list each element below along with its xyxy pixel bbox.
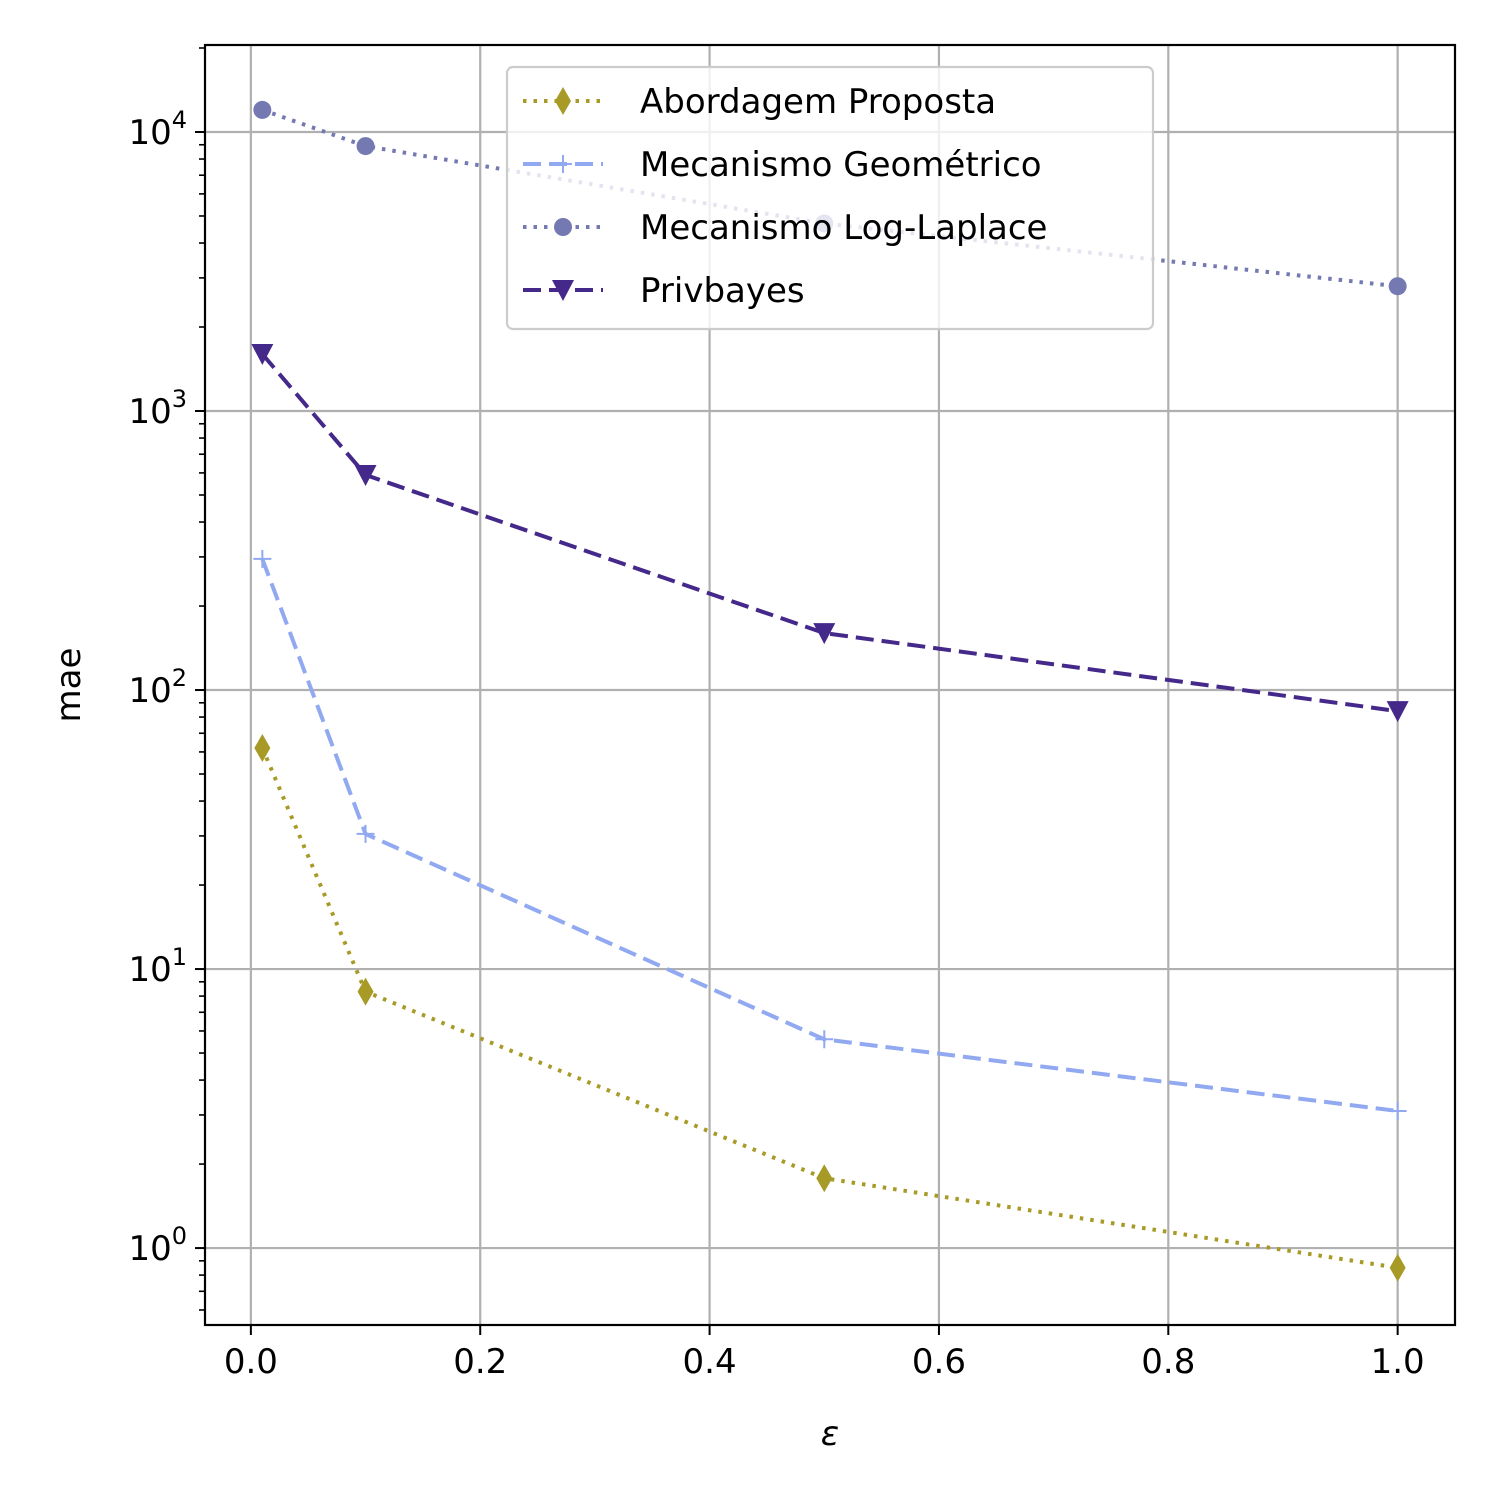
- x-tick-label: 0.8: [1141, 1342, 1195, 1382]
- legend-label: Mecanismo Geométrico: [640, 145, 1042, 185]
- y-tick-exponent: 1: [172, 943, 187, 971]
- y-tick-exponent: 0: [172, 1222, 187, 1250]
- y-tick-base: 10: [128, 950, 171, 990]
- legend-entry: Abordagem Proposta: [523, 82, 996, 122]
- y-tick-exponent: 3: [172, 385, 187, 413]
- series-line: [260, 747, 1398, 1270]
- y-tick-exponent: 2: [172, 664, 187, 692]
- data-point: [254, 733, 271, 762]
- data-point: [816, 1164, 833, 1193]
- legend-label: Mecanismo Log-Laplace: [640, 208, 1047, 248]
- data-point: [357, 977, 374, 1006]
- legend-box: [505, 65, 1155, 331]
- y-tick-base: 10: [128, 392, 171, 432]
- legend-label: Abordagem Proposta: [640, 82, 996, 122]
- x-tick-label: 0.4: [683, 1342, 737, 1382]
- x-tick-label: 0.0: [224, 1342, 278, 1382]
- y-tick-base: 10: [128, 1229, 171, 1269]
- data-point: [253, 549, 272, 568]
- plot-frame: [203, 43, 1457, 1327]
- data-point: [1389, 1253, 1406, 1282]
- x-tick-label: 1.0: [1371, 1342, 1425, 1382]
- legend-marker: [554, 155, 572, 173]
- series-line: [260, 352, 1398, 714]
- legend-label: Privbayes: [640, 271, 805, 311]
- y-tick-label: 101: [128, 943, 187, 990]
- x-tick-label: 0.2: [453, 1342, 507, 1382]
- y-tick-base: 10: [128, 671, 171, 711]
- y-axis-label: mae: [49, 648, 89, 723]
- legend-entry: Mecanismo Log-Laplace: [523, 208, 1047, 248]
- data-point: [354, 464, 377, 486]
- data-point: [1386, 701, 1409, 723]
- x-axis-label: ε: [821, 1414, 839, 1454]
- legend-marker: [555, 87, 571, 115]
- legend-entry: Mecanismo Geométrico: [523, 145, 1042, 185]
- data-point: [253, 100, 272, 119]
- series-line: [260, 558, 1398, 1113]
- y-tick-label: 103: [128, 385, 187, 432]
- legend-entry: Privbayes: [523, 271, 805, 311]
- data-point: [356, 137, 375, 156]
- data-point: [815, 1030, 834, 1049]
- series-3: [251, 344, 1409, 723]
- y-tick-label: 102: [128, 664, 187, 711]
- data-point: [1388, 1101, 1407, 1120]
- data-point: [1388, 277, 1407, 296]
- legend: Abordagem Proposta Mecanismo Geométrico Me…: [505, 65, 1155, 331]
- x-tick-label: 0.6: [912, 1342, 966, 1382]
- y-tick-base: 10: [128, 113, 171, 153]
- legend-marker: [554, 218, 572, 236]
- series-1: [253, 549, 1407, 1120]
- y-tick-label: 104: [128, 106, 187, 153]
- y-tick-exponent: 4: [172, 106, 187, 134]
- data-point: [251, 344, 274, 366]
- data-point: [356, 824, 375, 843]
- data-point: [813, 623, 836, 645]
- x-axis: 0.0 0.2 0.4 0.6 0.8 1.0: [224, 1325, 1425, 1382]
- legend-marker: [552, 280, 574, 301]
- series-0: [254, 733, 1406, 1282]
- y-tick-label: 100: [128, 1222, 187, 1269]
